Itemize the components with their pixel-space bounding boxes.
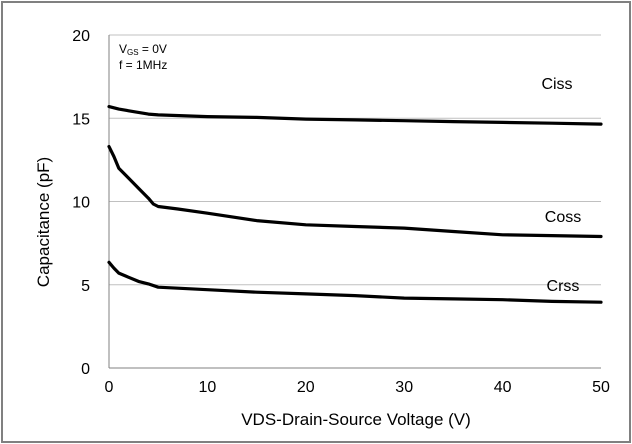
y-tick-label: 0 (81, 361, 90, 378)
y-axis-title: Capacitance (pF) (34, 157, 53, 287)
y-tick-label: 10 (72, 195, 90, 212)
series-line-crss (107, 260, 603, 304)
x-tick-label: 0 (105, 379, 114, 396)
x-tick-labels: 0 10 20 30 40 50 (105, 379, 610, 396)
y-tick-label: 5 (81, 278, 90, 295)
grid-lines (109, 34, 601, 286)
vgs-condition: VGS = 0V (119, 42, 167, 57)
frequency-condition: f = 1MHz (119, 58, 167, 72)
series-label-coss: Coss (545, 209, 581, 226)
series-label-ciss: Ciss (541, 76, 572, 93)
x-axis-title: VDS-Drain-Source Voltage (V) (241, 410, 471, 429)
series-labels: Ciss Coss Crss (541, 76, 581, 295)
series-lines (107, 104, 603, 304)
test-conditions: VGS = 0V f = 1MHz (119, 42, 167, 72)
x-tick-label: 10 (199, 379, 217, 396)
x-tick-label: 30 (395, 379, 413, 396)
y-tick-label: 15 (72, 111, 90, 128)
y-tick-label: 20 (72, 28, 90, 45)
x-tick-label: 20 (297, 379, 315, 396)
series-line-ciss (107, 104, 603, 126)
x-tick-label: 50 (592, 379, 610, 396)
axes (108, 35, 601, 369)
series-line-coss (107, 145, 603, 239)
series-label-crss: Crss (547, 278, 580, 295)
y-tick-labels: 0 5 10 15 20 (72, 28, 90, 378)
x-tick-label: 40 (494, 379, 512, 396)
